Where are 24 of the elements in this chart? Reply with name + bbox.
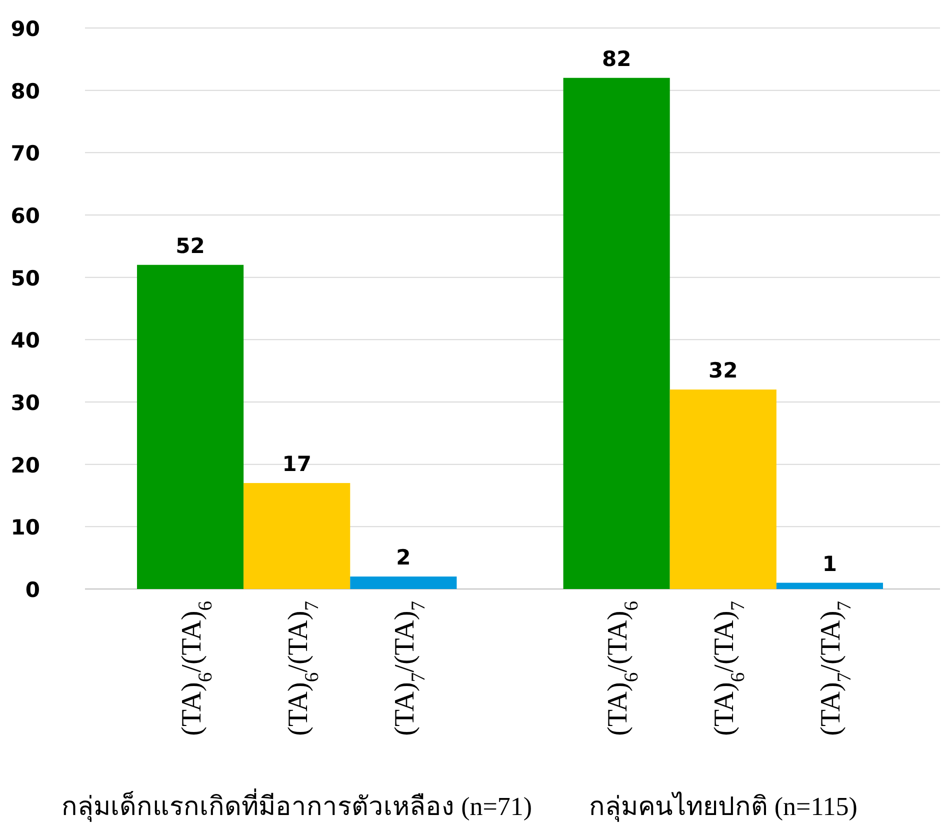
- text: กลุ่มคนไทยปกติ (n=115): [588, 791, 858, 822]
- y-tick-label: 40: [10, 328, 40, 353]
- text: กลุ่มเด็กแรกเกิดที่มีอาการตัวเหลือง (n=71): [62, 788, 532, 822]
- y-tick-label: 20: [10, 453, 40, 478]
- data-label: 2: [396, 546, 411, 570]
- data-label: 1: [822, 552, 838, 576]
- data-label: 32: [708, 358, 738, 383]
- y-tick-label: 10: [10, 516, 40, 540]
- bar: [670, 390, 776, 589]
- bar: [244, 483, 350, 589]
- y-tick-label: 70: [10, 142, 40, 166]
- y-tick-label: 60: [10, 204, 40, 228]
- bar: [563, 78, 670, 589]
- bar: [137, 264, 244, 589]
- data-label: 17: [282, 452, 312, 476]
- data-label: 82: [602, 46, 632, 71]
- data-label: 52: [176, 234, 205, 258]
- bar: [350, 576, 457, 589]
- y-tick-label: 50: [10, 266, 40, 290]
- y-tick-label: 80: [10, 79, 40, 104]
- y-tick-label: 0: [25, 578, 40, 602]
- bar: [776, 582, 883, 589]
- y-tick-label: 30: [10, 391, 40, 415]
- y-tick-label: 90: [10, 17, 40, 41]
